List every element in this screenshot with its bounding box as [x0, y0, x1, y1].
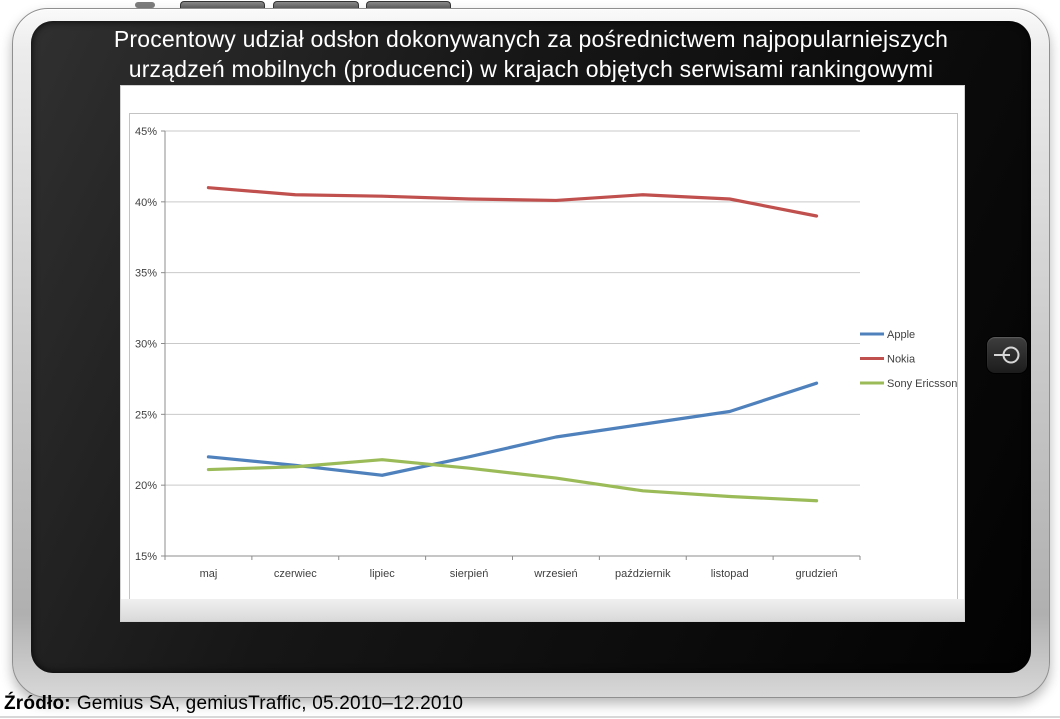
- svg-text:25%: 25%: [135, 409, 157, 421]
- series-nokia: [206, 186, 819, 218]
- svg-text:Apple: Apple: [887, 329, 915, 341]
- tablet-top-button-3[interactable]: [366, 1, 451, 11]
- svg-text:30%: 30%: [135, 339, 157, 351]
- power-button[interactable]: [986, 336, 1028, 374]
- legend: Apple Nokia Sony Ericsson: [860, 329, 957, 390]
- svg-text:15%: 15%: [135, 551, 157, 563]
- svg-text:35%: 35%: [135, 268, 157, 280]
- svg-text:45%: 45%: [135, 126, 157, 138]
- chart-title: Procentowy udział odsłon dokonywanych za…: [31, 24, 1031, 84]
- gridlines: [165, 130, 860, 557]
- svg-text:listopad: listopad: [711, 568, 749, 580]
- series-apple: [206, 381, 819, 477]
- source-label: Źródło:: [4, 693, 71, 714]
- svg-text:maj: maj: [200, 568, 218, 580]
- svg-text:40%: 40%: [135, 197, 157, 209]
- svg-text:sierpień: sierpień: [450, 568, 489, 580]
- tablet-top-nub: [135, 2, 155, 8]
- x-axis-labels: maj czerwiec lipiec sierpień wrzesień paździe…: [164, 556, 861, 580]
- tablet-frame: Procentowy udział odsłon dokonywanych za…: [12, 8, 1050, 698]
- source-text: Gemius SA, gemiusTraffic, 05.2010–12.201…: [76, 693, 464, 714]
- svg-text:Nokia: Nokia: [887, 354, 916, 366]
- source-line: Źródło: Gemius SA, gemiusTraffic, 05.2010…: [4, 693, 463, 715]
- svg-text:Sony Ericsson: Sony Ericsson: [887, 378, 957, 390]
- chart-panel: 15% 20% 25% 30% 35% 40% 45% maj czerwiec lipiec si…: [120, 85, 965, 622]
- axes: 15% 20% 25% 30% 35% 40% 45%: [135, 126, 166, 563]
- tablet-top-button-2[interactable]: [273, 1, 359, 11]
- line-chart: 15% 20% 25% 30% 35% 40% 45% maj czerwiec lipiec si…: [129, 113, 958, 600]
- chart-title-line1: Procentowy udział odsłon dokonywanych za…: [113, 26, 949, 52]
- svg-text:lipiec: lipiec: [370, 568, 396, 580]
- series-sony-ericsson: [206, 458, 819, 503]
- power-icon: [994, 346, 1020, 364]
- chart-title-line2: urządzeń mobilnych (producenci) w krajac…: [128, 56, 934, 82]
- bottom-rule: [0, 716, 1060, 718]
- svg-text:wrzesień: wrzesień: [533, 568, 577, 580]
- svg-text:czerwiec: czerwiec: [274, 568, 317, 580]
- tablet-screen: Procentowy udział odsłon dokonywanych za…: [31, 21, 1031, 673]
- chart-panel-footer: [121, 599, 964, 621]
- tablet-top-button-1[interactable]: [180, 1, 265, 11]
- svg-text:grudzień: grudzień: [795, 568, 837, 580]
- svg-text:październik: październik: [615, 568, 671, 580]
- svg-text:20%: 20%: [135, 480, 157, 492]
- line-chart-svg: 15% 20% 25% 30% 35% 40% 45% maj czerwiec lipiec si…: [135, 126, 957, 580]
